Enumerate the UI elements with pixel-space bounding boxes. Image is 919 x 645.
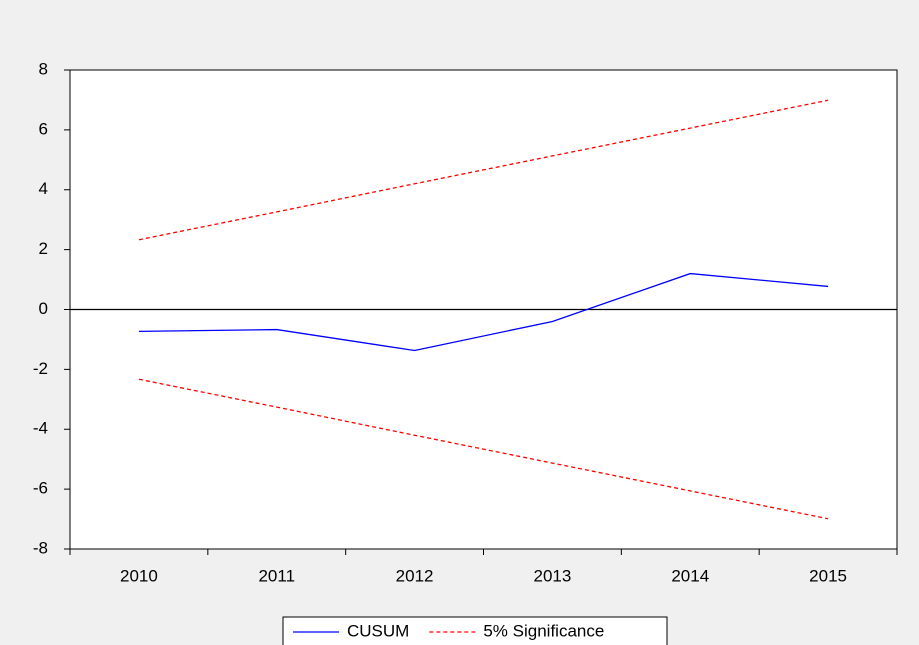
x-tick-label: 2011 <box>258 566 295 585</box>
x-tick-label: 2015 <box>809 566 847 585</box>
y-tick-label: -8 <box>33 538 48 557</box>
series-line <box>138 378 829 520</box>
y-tick-label: 8 <box>39 59 48 78</box>
x-tick-label: 2013 <box>534 566 572 585</box>
y-tick-label: -4 <box>33 419 48 438</box>
legend <box>282 616 668 645</box>
x-tick-label: 2014 <box>671 566 709 585</box>
y-tick-label: 0 <box>39 299 48 318</box>
series-line <box>138 99 829 241</box>
y-tick-label: -6 <box>33 479 48 498</box>
y-tick-label: 2 <box>39 239 48 258</box>
legend-label: CUSUM <box>347 621 409 640</box>
legend-label: 5% Significance <box>483 621 604 640</box>
series-line <box>138 272 829 352</box>
y-tick-label: -2 <box>33 359 48 378</box>
x-tick-label: 2010 <box>120 566 158 585</box>
x-tick-label: 2012 <box>396 566 434 585</box>
y-tick-label: 4 <box>39 179 48 198</box>
y-tick-label: 6 <box>39 119 48 138</box>
